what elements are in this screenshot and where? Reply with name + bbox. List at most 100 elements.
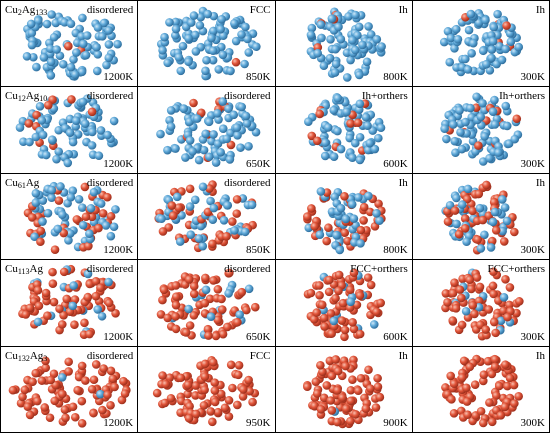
atom	[167, 106, 176, 116]
atom	[478, 418, 488, 427]
atom	[201, 273, 210, 283]
atom	[462, 194, 472, 204]
atom	[89, 408, 98, 418]
atom	[490, 120, 500, 130]
atom	[102, 60, 111, 70]
atom	[457, 145, 467, 154]
atom	[346, 396, 355, 405]
atom	[457, 320, 467, 330]
atom	[83, 269, 93, 279]
atom	[376, 123, 385, 133]
atom	[461, 307, 471, 316]
structure-label: FCC	[249, 349, 271, 362]
atom	[201, 66, 211, 76]
atom	[312, 48, 322, 58]
atom	[220, 403, 230, 412]
atom	[194, 234, 204, 243]
atom	[34, 301, 44, 311]
atom	[68, 301, 78, 311]
atom	[209, 203, 219, 213]
atom	[481, 59, 491, 69]
atom	[316, 404, 325, 414]
atom	[498, 306, 508, 316]
atom	[314, 110, 324, 119]
atom	[229, 110, 239, 120]
atom	[462, 237, 471, 246]
atom	[321, 380, 331, 390]
atom	[491, 390, 501, 400]
atom	[94, 151, 104, 161]
cluster-image	[303, 268, 385, 342]
atom	[465, 362, 474, 371]
temperature-label: 600K	[383, 330, 408, 343]
atom	[52, 155, 61, 164]
atom	[365, 383, 375, 393]
atom	[203, 325, 213, 334]
atom	[307, 23, 316, 33]
atom	[31, 198, 41, 207]
atom	[223, 322, 232, 332]
atom	[57, 372, 67, 382]
atom	[108, 373, 118, 383]
atom	[355, 238, 365, 248]
figure-cell: FCC 850K	[138, 1, 276, 88]
atom	[236, 143, 246, 153]
atom	[89, 187, 99, 197]
composition-label: Cu12Ag10	[5, 90, 47, 103]
atom	[103, 192, 112, 202]
atom	[46, 57, 56, 67]
atom	[60, 18, 69, 27]
atom	[22, 52, 32, 61]
atom	[224, 104, 234, 114]
atom	[196, 12, 206, 22]
atom	[312, 136, 322, 146]
atom	[356, 373, 365, 383]
atom	[65, 128, 75, 138]
atom	[54, 147, 64, 157]
atom	[462, 396, 472, 406]
figure-cell: disordered 650K	[138, 260, 276, 347]
atom	[484, 305, 493, 314]
atom	[489, 317, 499, 327]
atom	[27, 212, 37, 222]
atom	[111, 204, 120, 214]
atom	[347, 318, 357, 327]
atom	[302, 212, 312, 221]
temperature-label: 800K	[383, 71, 408, 84]
atom	[491, 328, 500, 338]
atom	[326, 309, 335, 318]
figure-cell: FCC 950K	[138, 346, 276, 433]
atom	[480, 15, 490, 25]
atom	[463, 184, 473, 193]
atom	[510, 135, 519, 144]
structure-label: Ih	[398, 349, 408, 362]
atom	[309, 221, 319, 231]
figure-cell: FCC+orthers 300K	[412, 260, 550, 347]
atom	[63, 159, 73, 168]
atom	[41, 151, 51, 160]
cluster-image	[440, 354, 523, 427]
atom	[38, 217, 47, 226]
atom	[501, 44, 510, 54]
figure-cell: Cu132Ag3 disordered 1200K	[1, 346, 139, 433]
atom	[184, 33, 194, 43]
atom	[189, 99, 199, 108]
atom	[504, 300, 514, 310]
atom	[484, 154, 494, 163]
atom	[336, 34, 345, 44]
atom	[333, 22, 343, 32]
atom	[345, 416, 355, 426]
atom	[365, 207, 374, 216]
atom	[163, 58, 173, 68]
atom	[214, 65, 224, 74]
atom	[23, 401, 33, 411]
atom	[241, 227, 250, 236]
atom	[223, 200, 232, 210]
atom	[315, 360, 325, 370]
atom	[78, 220, 88, 230]
atom	[62, 294, 72, 304]
cluster-image	[154, 180, 258, 252]
atom	[83, 292, 93, 302]
atom	[206, 406, 216, 416]
atom	[473, 235, 482, 244]
